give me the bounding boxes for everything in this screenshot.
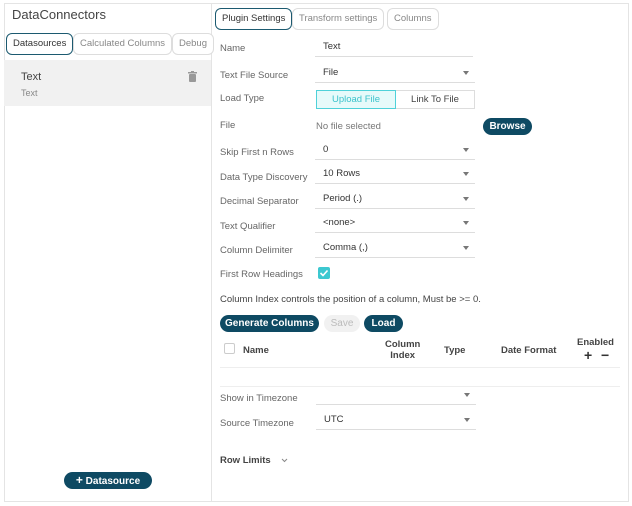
row-limits-toggle[interactable]: Row Limits	[220, 455, 288, 466]
decimal-separator-select[interactable]: Period (.)	[315, 191, 475, 209]
load-type-label: Load Type	[220, 93, 265, 104]
name-label: Name	[220, 43, 246, 54]
file-label: File	[220, 120, 236, 131]
link-to-file-toggle[interactable]: Link To File	[396, 90, 475, 109]
tab-calculated-columns[interactable]: Calculated Columns	[73, 33, 173, 55]
plus-icon: +	[75, 473, 83, 487]
first-row-headings-label: First Row Headings	[220, 269, 303, 280]
tab-columns[interactable]: Columns	[387, 8, 439, 30]
header-column-index[interactable]: Column Index	[385, 339, 420, 361]
header-type[interactable]: Type	[444, 345, 466, 356]
trash-icon[interactable]	[188, 71, 197, 82]
table-bottom-divider	[220, 386, 620, 387]
chevron-down-icon	[281, 458, 288, 463]
load-button[interactable]: Load	[364, 315, 403, 332]
chevron-down-icon	[463, 148, 469, 152]
source-timezone-select[interactable]: UTC	[316, 412, 476, 430]
column-delimiter-select[interactable]: Comma (,)	[315, 240, 475, 258]
header-column-index-line2: Index	[390, 350, 416, 361]
window-frame	[4, 3, 629, 502]
show-in-timezone-select[interactable]	[316, 387, 476, 405]
source-timezone-value: UTC	[324, 414, 344, 425]
browse-button[interactable]: Browse	[483, 118, 532, 135]
datasource-subtitle: Text	[21, 88, 38, 98]
save-button[interactable]: Save	[324, 315, 360, 332]
table-header-divider	[220, 367, 620, 368]
upload-file-toggle[interactable]: Upload File	[316, 90, 396, 109]
chevron-down-icon	[463, 197, 469, 201]
app-title: DataConnectors	[12, 7, 106, 22]
data-type-discovery-select[interactable]: 10 Rows	[315, 166, 475, 184]
chevron-down-icon	[464, 393, 470, 397]
text-qualifier-select[interactable]: <none>	[315, 215, 475, 233]
tab-transform-settings[interactable]: Transform settings	[292, 8, 385, 30]
header-enabled[interactable]: Enabled	[577, 337, 614, 348]
select-all-checkbox[interactable]	[224, 343, 235, 354]
chevron-down-icon	[464, 418, 470, 422]
datasource-item[interactable]: Text Text	[4, 60, 211, 106]
data-type-discovery-value: 10 Rows	[323, 168, 360, 179]
tab-debug[interactable]: Debug	[172, 33, 214, 55]
skip-rows-select[interactable]: 0	[315, 142, 475, 160]
decimal-separator-value: Period (.)	[323, 193, 363, 204]
text-file-source-value: File	[323, 67, 339, 78]
first-row-headings-checkbox[interactable]	[318, 267, 330, 279]
column-delimiter-label: Column Delimiter	[220, 245, 293, 256]
row-limits-label: Row Limits	[220, 455, 271, 466]
show-in-timezone-label: Show in Timezone	[220, 393, 298, 404]
tab-plugin-settings[interactable]: Plugin Settings	[215, 8, 293, 30]
data-type-discovery-label: Data Type Discovery	[220, 172, 308, 183]
column-delimiter-value: Comma (,)	[323, 242, 368, 253]
text-qualifier-label: Text Qualifier	[220, 221, 276, 232]
chevron-down-icon	[463, 71, 469, 75]
text-file-source-select[interactable]: File	[315, 65, 475, 83]
header-name[interactable]: Name	[243, 345, 269, 356]
skip-rows-value: 0	[323, 144, 329, 155]
column-index-note: Column Index controls the position of a …	[220, 294, 481, 305]
datasource-name: Text	[21, 71, 42, 83]
generate-columns-button[interactable]: Generate Columns	[220, 315, 319, 332]
panel-divider	[211, 3, 212, 502]
text-file-source-label: Text File Source	[220, 70, 289, 81]
tab-datasources[interactable]: Datasources	[6, 33, 74, 55]
header-date-format[interactable]: Date Format	[501, 345, 557, 356]
chevron-down-icon	[463, 246, 469, 250]
check-icon	[319, 269, 329, 277]
skip-rows-label: Skip First n Rows	[220, 147, 294, 158]
source-timezone-label: Source Timezone	[220, 418, 294, 429]
add-datasource-button[interactable]: + Datasource	[64, 472, 152, 489]
text-qualifier-value: <none>	[323, 217, 356, 228]
add-datasource-label: Datasource	[85, 476, 141, 487]
name-input[interactable]: Text	[315, 39, 473, 57]
chevron-down-icon	[463, 172, 469, 176]
header-column-index-line1: Column	[385, 339, 421, 350]
file-status: No file selected	[316, 121, 381, 132]
remove-column-icon[interactable]: −	[601, 347, 610, 363]
add-column-icon[interactable]: +	[584, 347, 593, 363]
chevron-down-icon	[463, 221, 469, 225]
decimal-separator-label: Decimal Separator	[220, 196, 299, 207]
